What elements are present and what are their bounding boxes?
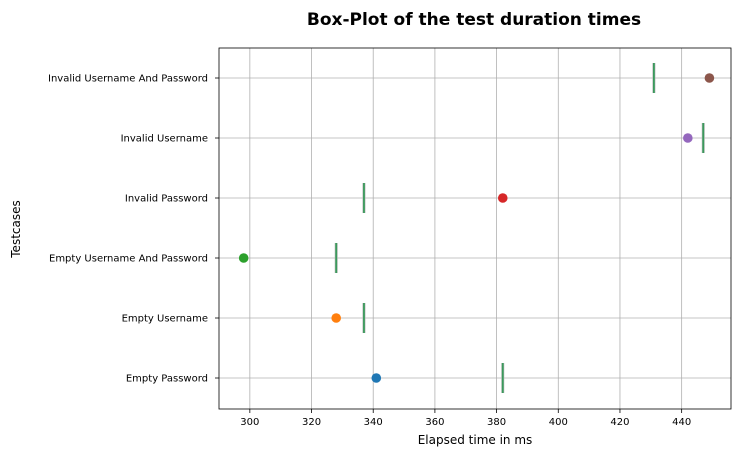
outlier-point [238,253,249,263]
x-axis: 300 320 340 360 380 400 420 440 [240,409,691,428]
outlier-point [704,73,715,83]
y-tick-label: Empty Username [122,314,208,325]
y-tick-label: Invalid Username [121,134,208,145]
y-axis: Empty Password Empty Username Empty Userna… [48,74,219,385]
outlier-point [683,133,693,143]
outlier-point [371,373,382,383]
plot-frame [218,47,732,410]
outlier-point [331,313,342,323]
y-tick-label: Invalid Username And Password [48,74,208,85]
y-tick-label: Empty Password [126,374,208,385]
x-tick-label: 380 [487,417,506,428]
x-axis-label: Elapsed time in ms [418,433,533,447]
y-axis-label: Testcases [9,200,23,258]
x-tick-label: 400 [549,417,568,428]
y-tick-label: Invalid Password [125,194,208,205]
outlier-point [497,193,508,203]
x-tick-label: 340 [364,417,383,428]
x-tick-label: 360 [425,417,444,428]
plot-marks [238,63,715,393]
grid-lines [219,48,731,409]
x-tick-label: 440 [672,417,691,428]
x-tick-label: 420 [610,417,629,428]
y-tick-label: Empty Username And Password [49,254,208,265]
chart-title: Box-Plot of the test duration times [307,10,641,30]
x-tick-label: 320 [302,417,321,428]
x-tick-label: 300 [240,417,259,428]
